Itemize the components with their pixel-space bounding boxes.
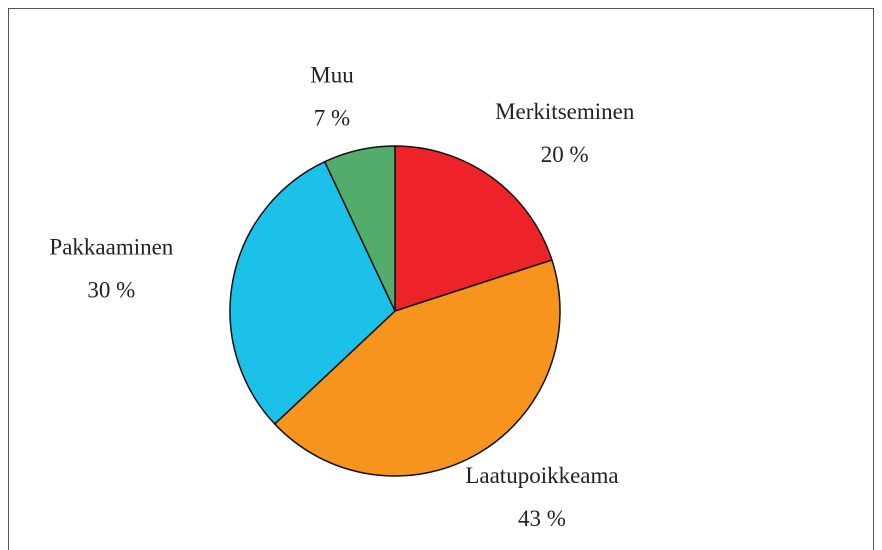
slice-value-label: 43 %	[518, 506, 566, 531]
slice-value-label: 7 %	[314, 106, 350, 131]
slice-value-label: 20 %	[541, 142, 589, 167]
slice-label: Muu	[310, 63, 354, 88]
slice-label: Merkitseminen	[495, 99, 635, 124]
slice-label: Pakkaaminen	[49, 234, 173, 259]
pie-slice	[229, 160, 396, 426]
slice-label: Laatupoikkeama	[465, 463, 618, 488]
pie-slice	[394, 145, 553, 313]
pie-slice	[323, 145, 396, 312]
frame	[8, 8, 874, 550]
slice-value-label: 30 %	[87, 277, 135, 302]
pie-slice	[273, 259, 561, 477]
